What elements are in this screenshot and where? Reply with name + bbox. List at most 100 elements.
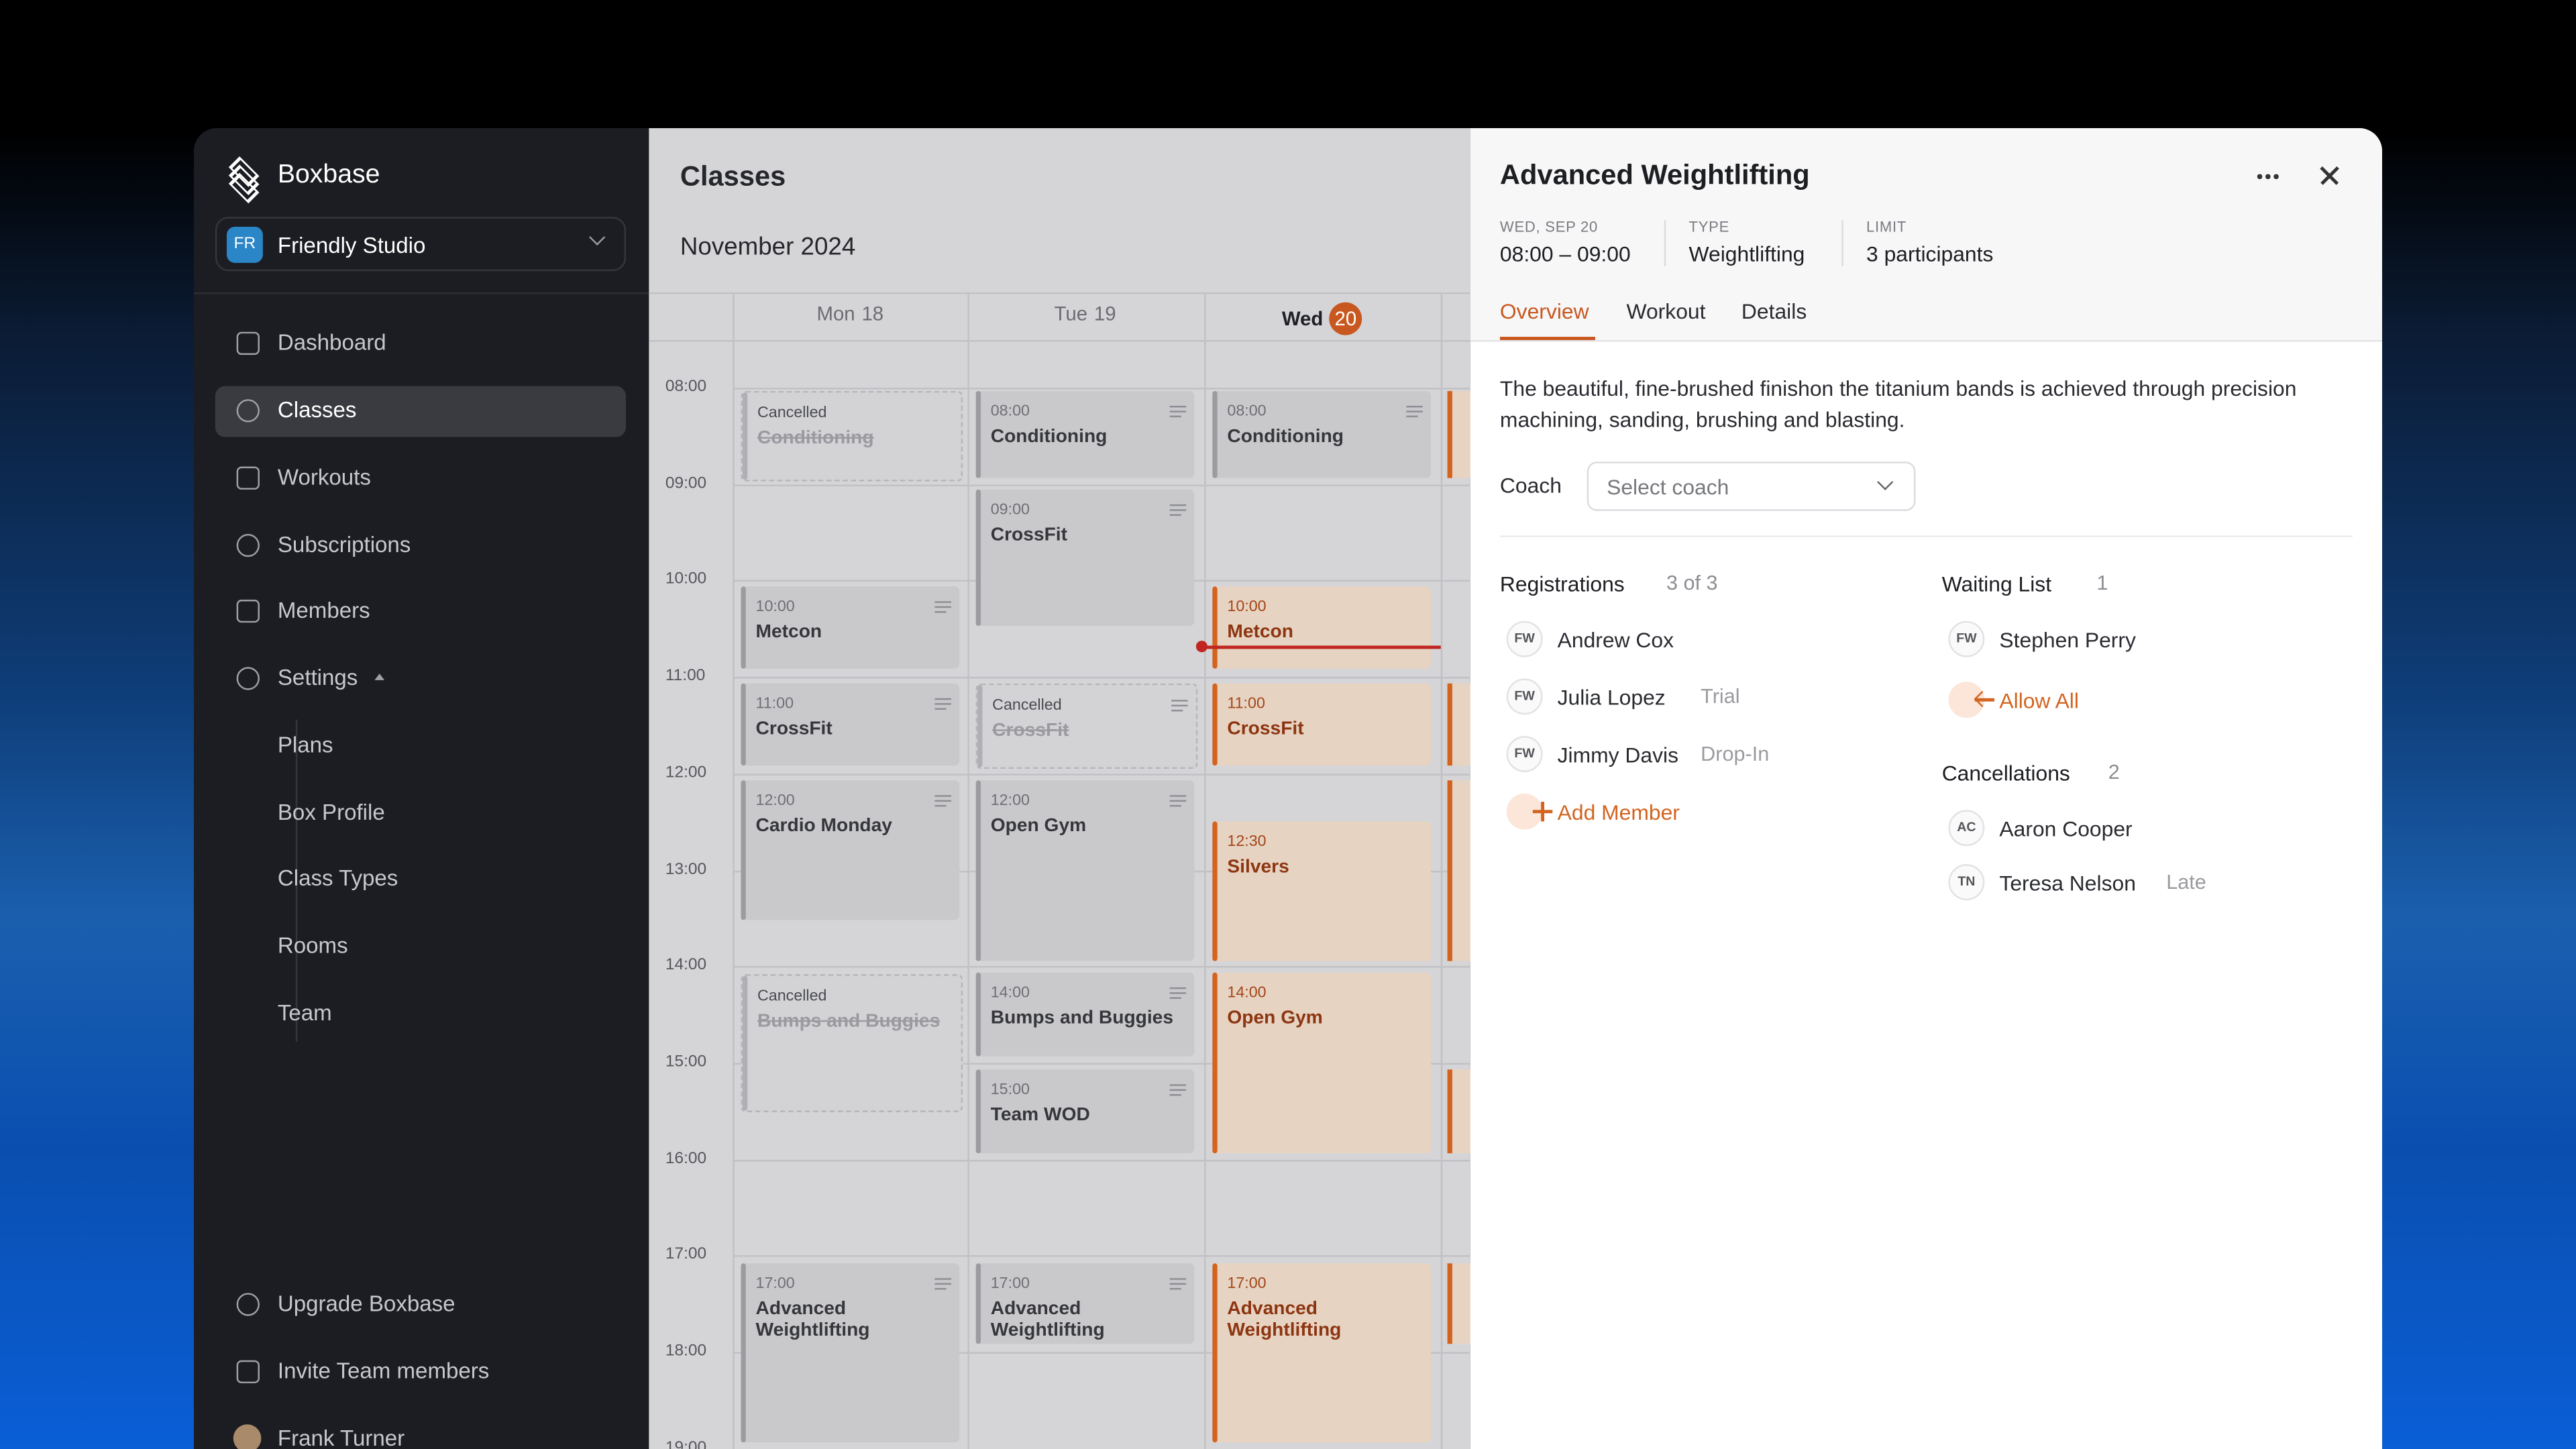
event-meta: 08:00 xyxy=(1227,402,1267,421)
event[interactable]: Cancelled Bumps and Buggies xyxy=(741,974,963,1112)
event[interactable]: 14:00 Bumps and Buggies xyxy=(975,972,1195,1057)
event[interactable]: 10:00 Metcon xyxy=(1212,586,1432,669)
now-line xyxy=(1202,645,1441,649)
action[interactable]: Add Member xyxy=(1557,800,1680,825)
note-icon xyxy=(934,800,951,802)
event[interactable]: Cancelled Conditioning xyxy=(741,390,963,482)
description: The beautiful, fine-brushed finishon the… xyxy=(1499,376,2297,431)
event[interactable]: 17:00 Advanced Weightlifting xyxy=(741,1263,960,1443)
event[interactable]: 09:00 CrossFit xyxy=(975,489,1195,627)
note-icon xyxy=(934,1288,947,1290)
coach-select[interactable]: Select coach xyxy=(1587,462,1916,511)
event-name: CrossFit xyxy=(755,719,833,740)
note-icon xyxy=(934,708,947,710)
time-label: 14:00 xyxy=(665,956,707,975)
nav-item[interactable]: Classes xyxy=(277,397,357,423)
nav-item[interactable]: Settings xyxy=(277,665,358,690)
select-placeholder: Select coach xyxy=(1607,474,1729,500)
note-icon xyxy=(1169,411,1187,413)
calendar-title: Classes xyxy=(680,161,786,193)
settings-item[interactable]: Team xyxy=(277,1000,332,1025)
studio-name: Friendly Studio xyxy=(277,233,426,258)
event[interactable]: 10:00 Metcon xyxy=(741,586,960,669)
event[interactable]: 14:00 Open Gym xyxy=(1212,972,1432,1154)
event-name: Metcon xyxy=(1227,623,1293,643)
event[interactable]: 11:00 CrossFit xyxy=(741,683,960,766)
event-meta: 14:00 xyxy=(1227,983,1267,1002)
note-icon xyxy=(934,1278,951,1281)
time-label: 13:00 xyxy=(665,860,707,878)
section-title: Waiting List xyxy=(1941,572,2052,596)
hour-line xyxy=(733,966,1470,968)
brand: Boxbase xyxy=(277,161,380,189)
note-icon xyxy=(934,795,951,798)
event-bar xyxy=(975,972,981,1057)
event-name: CrossFit xyxy=(990,525,1067,546)
event[interactable]: 11:00 CrossFit xyxy=(1212,683,1432,766)
sidebar: Boxbase FR Friendly Studio Dashboard Classes… xyxy=(193,128,649,1449)
event-name: Metcon xyxy=(755,623,822,643)
bottom-item[interactable]: Upgrade Boxbase xyxy=(277,1291,455,1316)
nav-item[interactable]: Members xyxy=(277,598,370,623)
settings-item[interactable]: Plans xyxy=(277,733,333,757)
event-bar xyxy=(975,390,981,478)
time-label: 10:00 xyxy=(665,570,707,589)
settings-item[interactable]: Class Types xyxy=(277,866,398,892)
event-name: CrossFit xyxy=(1227,719,1304,740)
nav-icon xyxy=(236,1293,260,1316)
now-dot xyxy=(1195,641,1208,653)
coach-label: Coach xyxy=(1499,473,1562,498)
nav-item[interactable]: Dashboard xyxy=(277,330,386,355)
event[interactable]: 12:00 Open Gym xyxy=(975,780,1195,961)
divider xyxy=(649,292,1470,294)
note-icon xyxy=(1169,805,1181,807)
action[interactable]: Allow All xyxy=(1999,688,2079,713)
settings-item[interactable]: Rooms xyxy=(277,933,348,958)
event-bar xyxy=(1212,683,1218,766)
settings-item[interactable]: Box Profile xyxy=(277,799,385,824)
event[interactable]: Cancelled CrossFit xyxy=(975,683,1198,769)
person-name: Julia Lopez xyxy=(1557,685,1666,710)
person-name: Stephen Perry xyxy=(1999,627,2136,653)
panel-title: Advanced Weightlifting xyxy=(1499,159,1810,191)
glyph xyxy=(1541,802,1544,822)
nav-item[interactable]: Subscriptions xyxy=(277,532,411,557)
studio-switcher[interactable]: FR Friendly Studio xyxy=(215,217,627,272)
event-meta: Cancelled xyxy=(757,404,827,423)
settings-rule xyxy=(295,719,298,1042)
note-icon xyxy=(934,703,951,706)
event-name: Open Gym xyxy=(1227,1008,1323,1029)
app-window: Boxbase FR Friendly Studio Dashboard Classes… xyxy=(193,128,2383,1449)
event[interactable]: 08:00 Conditioning xyxy=(975,390,1195,478)
event[interactable]: 17:00 Advanced Weightlifting xyxy=(975,1263,1195,1344)
nav-icon xyxy=(236,399,260,423)
event-meta: 11:00 xyxy=(755,694,794,713)
panel-header xyxy=(1470,128,2383,342)
event-name: Advanced Weightlifting xyxy=(755,1299,870,1341)
avatar: FW xyxy=(1948,621,1985,657)
tab[interactable]: Overview xyxy=(1499,299,1589,324)
tab[interactable]: Details xyxy=(1741,299,1807,324)
day-date: 20 xyxy=(1330,302,1362,335)
event[interactable]: 12:30 Silvers xyxy=(1212,821,1432,961)
event[interactable]: 08:00 Conditioning xyxy=(1212,390,1432,478)
event-bar xyxy=(975,780,981,961)
section-count: 3 of 3 xyxy=(1666,572,1718,595)
avatar: FW xyxy=(1506,678,1543,715)
event-name: Advanced Weightlifting xyxy=(1227,1299,1342,1341)
tab[interactable]: Workout xyxy=(1626,299,1706,324)
day-date: 19 xyxy=(1093,302,1116,325)
note-icon xyxy=(934,698,951,700)
event[interactable]: 12:00 Cardio Monday xyxy=(741,780,960,920)
section-count: 2 xyxy=(2108,760,2120,784)
note-icon xyxy=(934,1283,951,1285)
person-name: Teresa Nelson xyxy=(1999,870,2136,896)
event[interactable]: 15:00 Team WOD xyxy=(975,1069,1195,1154)
bottom-item[interactable]: Invite Team members xyxy=(277,1358,490,1384)
event-bar xyxy=(1212,586,1218,669)
event[interactable]: 17:00 Advanced Weightlifting xyxy=(1212,1263,1432,1443)
note-icon xyxy=(1169,509,1187,512)
note-icon xyxy=(934,606,951,608)
nav-item[interactable]: Workouts xyxy=(277,465,371,490)
